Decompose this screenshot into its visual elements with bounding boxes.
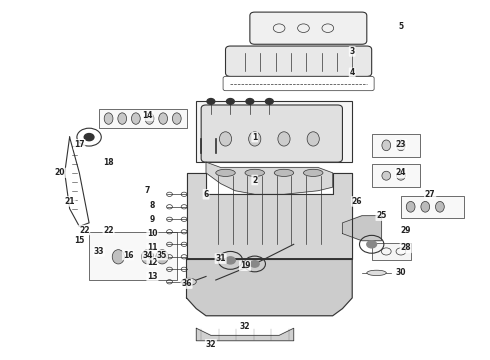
Text: 3: 3: [349, 47, 355, 56]
Text: 9: 9: [150, 215, 155, 224]
Text: 6: 6: [203, 190, 209, 199]
Ellipse shape: [172, 113, 181, 124]
Text: 23: 23: [395, 140, 406, 149]
Ellipse shape: [159, 113, 168, 124]
Text: 15: 15: [74, 236, 85, 245]
Text: 7: 7: [145, 186, 150, 195]
Text: 11: 11: [147, 243, 158, 252]
Text: 10: 10: [147, 229, 158, 238]
FancyBboxPatch shape: [372, 134, 420, 157]
Circle shape: [84, 134, 94, 141]
FancyBboxPatch shape: [223, 76, 374, 91]
Polygon shape: [187, 258, 352, 316]
Text: 22: 22: [103, 225, 114, 234]
Ellipse shape: [278, 132, 290, 146]
Text: 1: 1: [252, 132, 257, 141]
FancyBboxPatch shape: [201, 105, 343, 162]
Text: 30: 30: [395, 268, 406, 277]
Circle shape: [246, 99, 254, 104]
Text: 2: 2: [252, 176, 257, 185]
Text: 33: 33: [94, 247, 104, 256]
Text: 32: 32: [206, 340, 216, 349]
Text: 26: 26: [352, 197, 362, 206]
Ellipse shape: [112, 249, 124, 264]
Ellipse shape: [382, 171, 391, 180]
Text: 4: 4: [349, 68, 355, 77]
Text: 20: 20: [54, 168, 65, 177]
FancyBboxPatch shape: [372, 243, 411, 260]
Text: 14: 14: [142, 111, 153, 120]
Ellipse shape: [182, 278, 196, 285]
FancyBboxPatch shape: [196, 102, 352, 162]
Ellipse shape: [406, 202, 415, 212]
Ellipse shape: [156, 249, 168, 264]
Ellipse shape: [118, 113, 126, 124]
Circle shape: [207, 99, 215, 104]
Circle shape: [250, 261, 259, 267]
Text: 25: 25: [376, 211, 387, 220]
FancyBboxPatch shape: [372, 164, 420, 187]
Text: 16: 16: [123, 251, 133, 260]
Ellipse shape: [382, 140, 391, 151]
Polygon shape: [196, 328, 294, 341]
Ellipse shape: [436, 202, 444, 212]
Ellipse shape: [220, 132, 232, 146]
Ellipse shape: [396, 171, 405, 180]
Ellipse shape: [303, 169, 323, 176]
Text: 27: 27: [425, 190, 436, 199]
FancyBboxPatch shape: [89, 232, 177, 280]
Circle shape: [226, 99, 234, 104]
FancyBboxPatch shape: [225, 46, 372, 76]
Text: 18: 18: [103, 158, 114, 167]
Circle shape: [266, 99, 273, 104]
Circle shape: [367, 241, 376, 248]
Text: 35: 35: [157, 251, 168, 260]
Ellipse shape: [131, 113, 140, 124]
Text: 13: 13: [147, 272, 158, 281]
Text: 29: 29: [400, 225, 411, 234]
Text: 5: 5: [398, 22, 403, 31]
Ellipse shape: [367, 270, 386, 275]
Text: 12: 12: [147, 258, 158, 267]
Ellipse shape: [248, 132, 261, 146]
Text: 32: 32: [240, 322, 250, 331]
Ellipse shape: [145, 113, 154, 124]
Ellipse shape: [142, 249, 154, 264]
FancyBboxPatch shape: [250, 12, 367, 44]
FancyBboxPatch shape: [401, 196, 464, 217]
Ellipse shape: [421, 202, 430, 212]
FancyBboxPatch shape: [99, 109, 187, 128]
Text: 31: 31: [216, 254, 226, 263]
Text: 28: 28: [400, 243, 411, 252]
Polygon shape: [187, 173, 352, 258]
Text: 22: 22: [79, 225, 90, 234]
Ellipse shape: [104, 113, 113, 124]
Polygon shape: [343, 216, 381, 241]
Polygon shape: [206, 162, 333, 194]
Text: 19: 19: [240, 261, 250, 270]
Text: 17: 17: [74, 140, 85, 149]
Text: 8: 8: [150, 201, 155, 210]
Ellipse shape: [307, 132, 319, 146]
Ellipse shape: [396, 140, 405, 151]
Ellipse shape: [216, 169, 235, 176]
Text: 24: 24: [395, 168, 406, 177]
Text: 34: 34: [142, 251, 153, 260]
Circle shape: [225, 257, 235, 264]
Ellipse shape: [245, 169, 265, 176]
Ellipse shape: [274, 169, 294, 176]
Text: 36: 36: [181, 279, 192, 288]
Text: 21: 21: [64, 197, 75, 206]
